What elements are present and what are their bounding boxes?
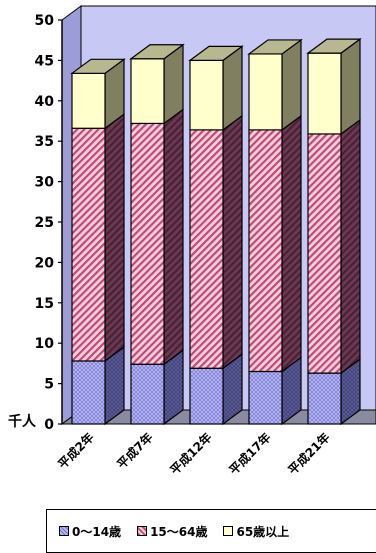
bar-top xyxy=(129,44,185,60)
bar-segment xyxy=(130,122,165,365)
y-tick-label: 45 xyxy=(35,53,54,69)
x-tick-label: 平成2年 xyxy=(55,430,97,472)
y-tick-label: 15 xyxy=(35,296,54,312)
bar-segment-side xyxy=(340,37,361,136)
x-tick-label: 平成17年 xyxy=(226,430,274,478)
bar-segment xyxy=(130,58,165,125)
bar-segment xyxy=(307,133,342,374)
bar-top xyxy=(306,38,362,54)
bar-segment xyxy=(248,370,283,425)
bar-segment-side xyxy=(222,114,243,370)
y-tick-label: 25 xyxy=(35,215,54,231)
y-tick-label: 30 xyxy=(35,175,55,191)
bar-segment xyxy=(307,372,342,425)
legend-swatch xyxy=(137,526,148,536)
bar-segment-side xyxy=(340,118,361,375)
legend-item: 65歳以上 xyxy=(223,523,289,540)
bar-segment xyxy=(71,360,106,425)
bar-top xyxy=(70,58,126,74)
x-tick-label: 平成12年 xyxy=(167,430,215,478)
legend: 0～14歳 15～64歳 65歳以上 xyxy=(46,509,376,553)
x-axis: 平成2年 平成7年 平成12年 平成17年 平成21年 xyxy=(55,430,333,478)
bars-group xyxy=(70,37,362,426)
legend-swatch xyxy=(223,526,234,536)
y-tick-label: 40 xyxy=(35,94,55,110)
legend-swatch xyxy=(59,526,69,536)
bar-segment xyxy=(71,127,106,362)
y-tick-label: 50 xyxy=(35,13,55,29)
y-tick-label: 20 xyxy=(35,255,55,271)
y-axis: 0 5 10 15 20 25 30 35 40 45 50 xyxy=(35,13,63,433)
bar-segment xyxy=(189,367,224,425)
bar-segment xyxy=(189,59,224,131)
bar-segment xyxy=(307,52,342,135)
legend-label: 65歳以上 xyxy=(236,524,290,539)
bar-segment xyxy=(71,72,106,129)
bar-segment-side xyxy=(281,114,302,373)
y-tick-label: 0 xyxy=(44,417,54,433)
legend-label: 15～64歳 xyxy=(150,524,208,539)
bar-segment xyxy=(248,53,283,131)
x-tick-label: 平成7年 xyxy=(114,430,156,472)
bar-top xyxy=(247,39,303,55)
y-tick-label: 5 xyxy=(44,377,54,393)
x-tick-label: 平成21年 xyxy=(285,430,333,478)
y-tick-label: 35 xyxy=(35,134,54,150)
legend-item: 15～64歳 xyxy=(137,523,207,540)
bar-segment xyxy=(189,129,224,369)
bar-segment-side xyxy=(163,108,184,366)
y-unit-label: 千人 xyxy=(8,413,37,430)
bar-segment xyxy=(248,129,283,373)
bar-segment xyxy=(130,363,165,425)
legend-label: 0～14歳 xyxy=(72,524,122,539)
y-tick-label: 10 xyxy=(35,336,55,352)
bar-segment-side xyxy=(281,38,302,132)
bar-top xyxy=(188,45,244,62)
bar-segment-side xyxy=(104,113,125,363)
legend-item: 0～14歳 xyxy=(59,523,121,540)
